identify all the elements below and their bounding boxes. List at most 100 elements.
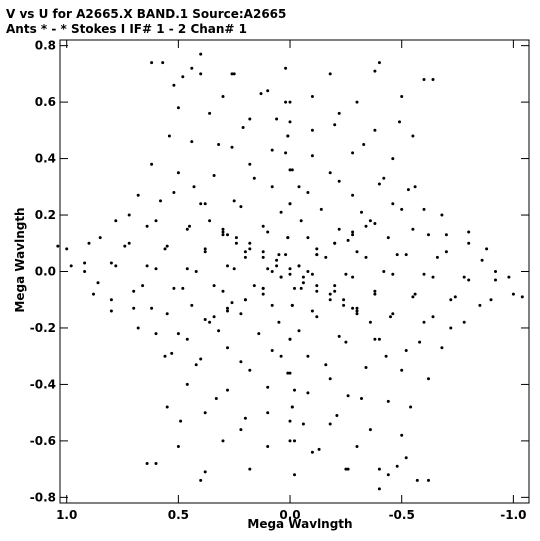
uv-point (485, 247, 489, 251)
uv-point (226, 309, 229, 313)
uv-point (145, 264, 149, 268)
uv-point (335, 414, 339, 417)
uv-point (270, 349, 274, 352)
uv-point (444, 233, 448, 237)
uv-point (248, 467, 252, 471)
y-tick-label: 0.0 (35, 265, 56, 279)
uv-point (275, 264, 279, 268)
uv-point (194, 270, 198, 273)
uv-point (221, 227, 225, 231)
uv-point (373, 292, 377, 296)
uv-point (243, 416, 247, 420)
uv-point (185, 382, 189, 386)
uv-point (342, 298, 346, 302)
uv-point (270, 148, 274, 152)
uv-point (315, 289, 319, 293)
uv-point (261, 255, 265, 259)
uv-point (427, 377, 430, 381)
uv-point (440, 346, 444, 350)
uv-point (203, 247, 207, 251)
uv-point (185, 337, 189, 341)
uv-point (368, 219, 372, 223)
uv-point (150, 61, 154, 65)
uv-point (346, 394, 350, 398)
uv-point (411, 295, 415, 299)
uv-point (266, 267, 270, 271)
uv-point (301, 281, 305, 285)
uv-point (221, 289, 225, 293)
uv-point (351, 193, 355, 197)
uv-point (315, 315, 319, 319)
uv-point (364, 366, 368, 369)
uv-point (261, 224, 265, 228)
uv-point (266, 89, 270, 93)
uv-point (275, 117, 279, 121)
uv-point (232, 199, 236, 203)
uv-point (494, 278, 497, 282)
uv-point (324, 363, 328, 367)
uv-point (328, 298, 332, 302)
uv-point (176, 106, 180, 110)
uv-point (252, 284, 256, 288)
uv-point (163, 354, 167, 358)
uv-point (165, 405, 169, 409)
uv-point (368, 320, 372, 324)
uv-point (279, 354, 283, 358)
uv-point (293, 473, 296, 477)
uv-point (290, 303, 294, 307)
uv-point (382, 270, 386, 273)
uv-point (315, 247, 319, 251)
uv-point (351, 230, 355, 234)
uv-point (337, 227, 341, 231)
uv-point (400, 433, 404, 437)
uv-point (404, 456, 408, 460)
uv-point (288, 267, 292, 271)
uv-point (56, 244, 60, 248)
uv-point (167, 134, 171, 138)
uv-point (279, 275, 283, 279)
uv-point (386, 473, 390, 477)
uv-point (248, 117, 252, 121)
uv-point (301, 422, 305, 426)
uv-point (386, 399, 390, 403)
uv-point (181, 286, 185, 290)
uv-point (179, 419, 183, 423)
uv-point (333, 289, 337, 293)
uv-point (286, 236, 290, 240)
uv-point (395, 253, 399, 257)
uv-point (310, 95, 314, 98)
y-tick-label: 0.6 (35, 95, 56, 109)
uv-point (427, 233, 430, 237)
uv-point (293, 439, 296, 443)
uv-point (520, 295, 524, 299)
uv-point (136, 326, 140, 330)
uv-point (203, 411, 207, 415)
uv-point (109, 261, 113, 265)
uv-point (404, 349, 408, 352)
uv-point (239, 205, 243, 209)
uv-point (230, 72, 234, 76)
y-tick-label: 0.4 (35, 152, 56, 166)
uv-point (83, 261, 87, 265)
uv-point (266, 385, 270, 389)
uv-point (293, 388, 296, 392)
uv-point (286, 371, 290, 375)
uv-point (203, 250, 207, 254)
uv-point (212, 284, 216, 288)
uv-point (293, 286, 296, 290)
uv-point (364, 255, 368, 259)
uv-point (192, 185, 196, 189)
uv-point (266, 445, 270, 448)
uv-point (277, 320, 281, 324)
uv-point (422, 320, 426, 324)
uv-point (346, 467, 350, 471)
uv-point (480, 258, 484, 262)
y-tick-label: -0.6 (30, 434, 56, 448)
uv-point (226, 388, 229, 392)
uv-point (346, 238, 350, 242)
uv-point (355, 309, 359, 313)
data-points (56, 52, 524, 491)
uv-point (270, 185, 274, 189)
uv-point (123, 244, 127, 248)
